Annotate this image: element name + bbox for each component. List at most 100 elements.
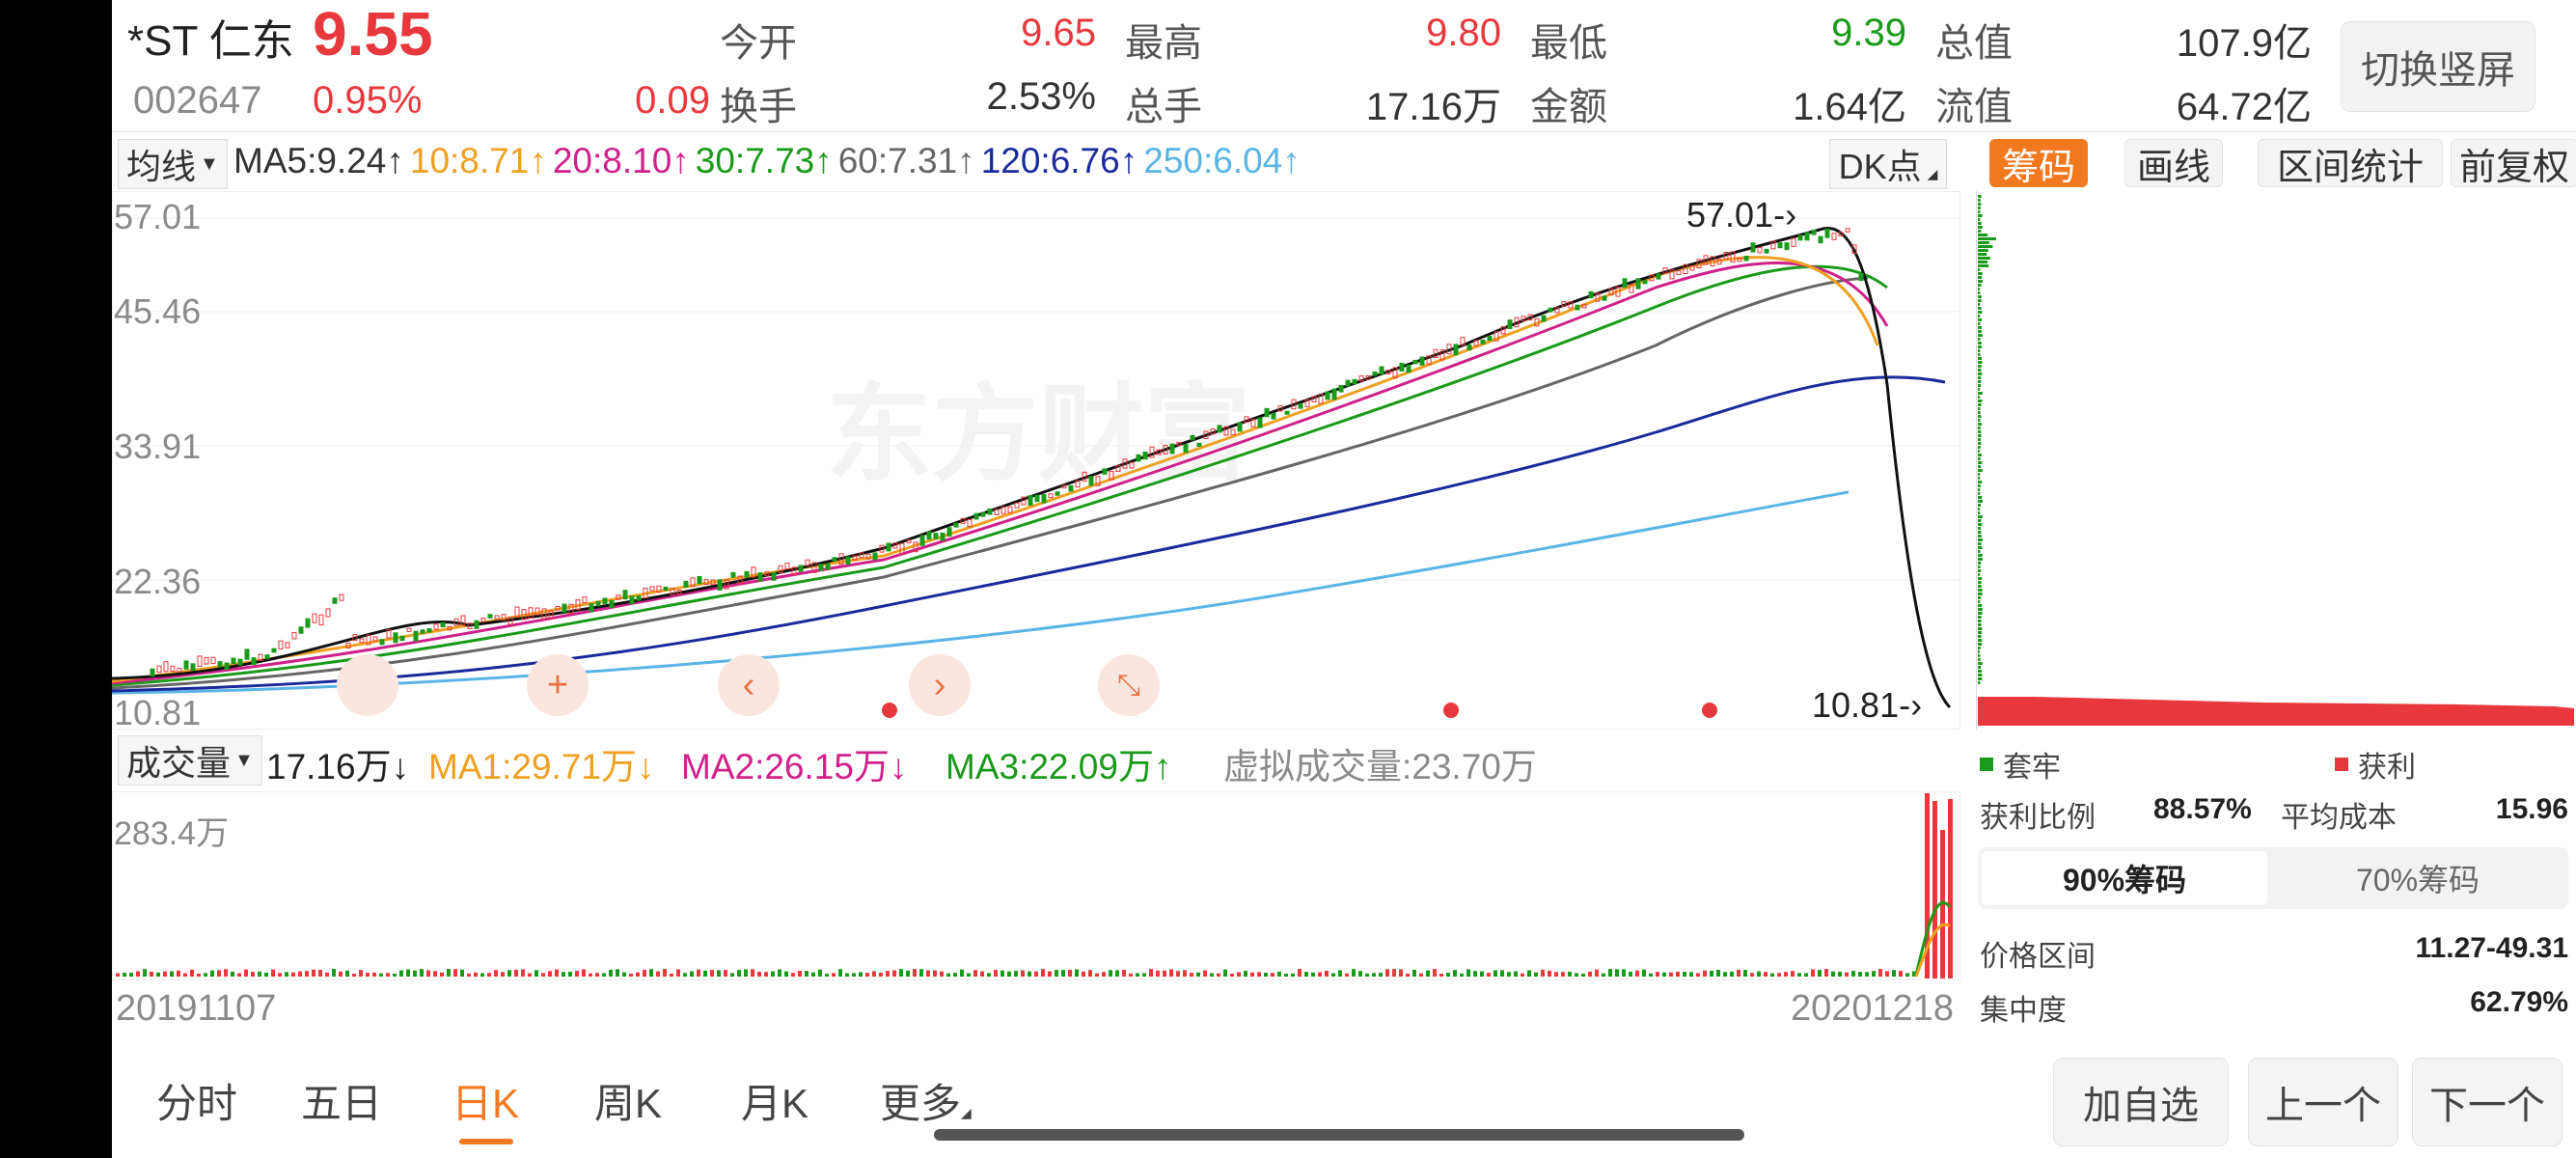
volume-bar xyxy=(1487,973,1491,977)
volume-bar xyxy=(1129,973,1133,977)
chip-bar xyxy=(1978,535,1982,538)
tab-draw[interactable]: 画线 xyxy=(2124,139,2223,188)
tab-more[interactable]: 更多◢ xyxy=(880,1071,972,1130)
volume-bar xyxy=(1244,971,1247,977)
chip-bar xyxy=(1978,581,1982,584)
candle xyxy=(926,531,932,540)
segment-90-chips[interactable]: 90%筹码 xyxy=(1982,851,2267,905)
chip-bar xyxy=(1978,203,1982,206)
next-button[interactable]: 下一个 xyxy=(2412,1058,2562,1146)
switch-portrait-button[interactable]: 切换竖屏 xyxy=(2341,21,2535,112)
chip-bar xyxy=(1978,280,1983,283)
volume-ma3: MA3:22.09万↑ xyxy=(945,747,1172,786)
volume-bar xyxy=(1743,969,1747,977)
tab-daily-k[interactable]: 日K xyxy=(452,1081,520,1126)
tab-five-day[interactable]: 五日 xyxy=(301,1081,383,1126)
candle xyxy=(278,640,284,650)
chip-bar xyxy=(1978,434,1982,437)
volume-bar xyxy=(1406,973,1410,977)
add-watchlist-button[interactable]: 加自选 xyxy=(2053,1058,2229,1146)
candle xyxy=(582,596,588,604)
volume-bar xyxy=(325,972,329,977)
volume-bar xyxy=(1649,973,1653,977)
candle xyxy=(757,572,763,582)
end-date: 20201218 xyxy=(1791,988,1955,1029)
tab-monthly-k[interactable]: 月K xyxy=(741,1081,809,1126)
candle xyxy=(737,575,743,585)
scroll-left-icon[interactable]: ‹ xyxy=(743,665,755,705)
candle xyxy=(784,563,790,570)
chip-bar xyxy=(1978,577,1983,580)
stat-value-float-value: 64.72亿 xyxy=(2176,86,2312,128)
volume-bar xyxy=(1217,973,1220,977)
tab-weekly-k[interactable]: 周K xyxy=(594,1081,663,1126)
tab-range-stats[interactable]: 区间统计 xyxy=(2258,139,2443,188)
dk-point-button[interactable]: DK点 ◢ xyxy=(1829,139,1947,189)
event-dot-1[interactable] xyxy=(882,703,897,718)
volume-bar xyxy=(960,969,964,977)
chip-bar xyxy=(1978,457,1981,460)
candle xyxy=(197,655,203,667)
chip-bar xyxy=(1978,342,1982,345)
stat-value-total-value: 107.9亿 xyxy=(2176,22,2312,65)
candle xyxy=(1406,364,1411,373)
scroll-right-icon[interactable]: › xyxy=(934,665,946,705)
chip-bar xyxy=(1978,288,1981,290)
event-dot-3[interactable] xyxy=(1702,703,1717,718)
chip-bar xyxy=(1978,234,1988,236)
home-indicator[interactable] xyxy=(934,1129,1744,1141)
volume-selector[interactable]: 成交量 ▼ xyxy=(118,735,262,786)
add-icon[interactable]: + xyxy=(547,665,568,705)
candle xyxy=(575,599,581,611)
candle xyxy=(987,508,993,515)
chip-bar xyxy=(1978,291,1981,294)
previous-button[interactable]: 上一个 xyxy=(2248,1058,2398,1146)
chip-bar xyxy=(1978,654,1981,657)
chip-bar xyxy=(1978,573,1981,576)
stat-label-amount: 金额 xyxy=(1530,86,1607,128)
stock-detail-screen: *ST 仁东 9.55 002647 0.95% 0.09 今开 9.65 最高… xyxy=(112,0,2576,1158)
stat-value-high: 9.80 xyxy=(1426,12,1501,54)
arrow-right-icon: -› xyxy=(1899,685,1923,725)
volume-bar xyxy=(1764,972,1768,977)
tab-forward-adjust[interactable]: 前复权 xyxy=(2451,139,2576,188)
candle xyxy=(960,517,966,524)
volume-bar xyxy=(163,971,167,977)
segment-70-chips[interactable]: 70%筹码 xyxy=(2355,863,2480,897)
candle xyxy=(1136,454,1141,462)
candle xyxy=(1777,242,1783,249)
candle xyxy=(1250,419,1256,427)
volume-bar xyxy=(318,969,322,977)
tab-intraday[interactable]: 分时 xyxy=(156,1081,238,1126)
zoom-in-icon[interactable]: ⤡ xyxy=(1117,670,1140,702)
candle xyxy=(1831,233,1837,241)
volume-bar xyxy=(919,969,923,977)
candle xyxy=(1034,494,1040,503)
candle xyxy=(1466,344,1472,351)
ma-selector[interactable]: 均线 ▼ xyxy=(118,139,228,189)
kline-chart[interactable]: 东方财富 + ‹ › ⤡ xyxy=(112,191,1960,730)
event-dot-2[interactable] xyxy=(1443,703,1459,718)
volume-bar xyxy=(582,969,586,977)
tab-chips[interactable]: 筹码 xyxy=(1989,139,2088,188)
candle xyxy=(1426,355,1432,366)
volume-chart[interactable] xyxy=(112,791,1960,980)
chip-bar xyxy=(1978,264,1989,267)
volume-bar xyxy=(420,969,424,977)
candle xyxy=(865,553,871,560)
volume-bar xyxy=(751,969,754,977)
volume-bar xyxy=(1392,969,1396,977)
volume-bar xyxy=(244,969,248,977)
chip-bar xyxy=(1978,523,1983,526)
candle xyxy=(1642,280,1648,285)
volume-bar xyxy=(1055,970,1058,977)
volume-bar xyxy=(1102,972,1106,977)
volume-bar xyxy=(1136,973,1139,977)
chip-bar xyxy=(1978,662,1983,665)
chip-bar xyxy=(1978,569,1982,572)
candle xyxy=(967,518,973,528)
candle xyxy=(204,657,209,665)
volume-bar xyxy=(305,971,309,977)
volume-bar xyxy=(589,973,592,977)
candle xyxy=(717,579,723,591)
